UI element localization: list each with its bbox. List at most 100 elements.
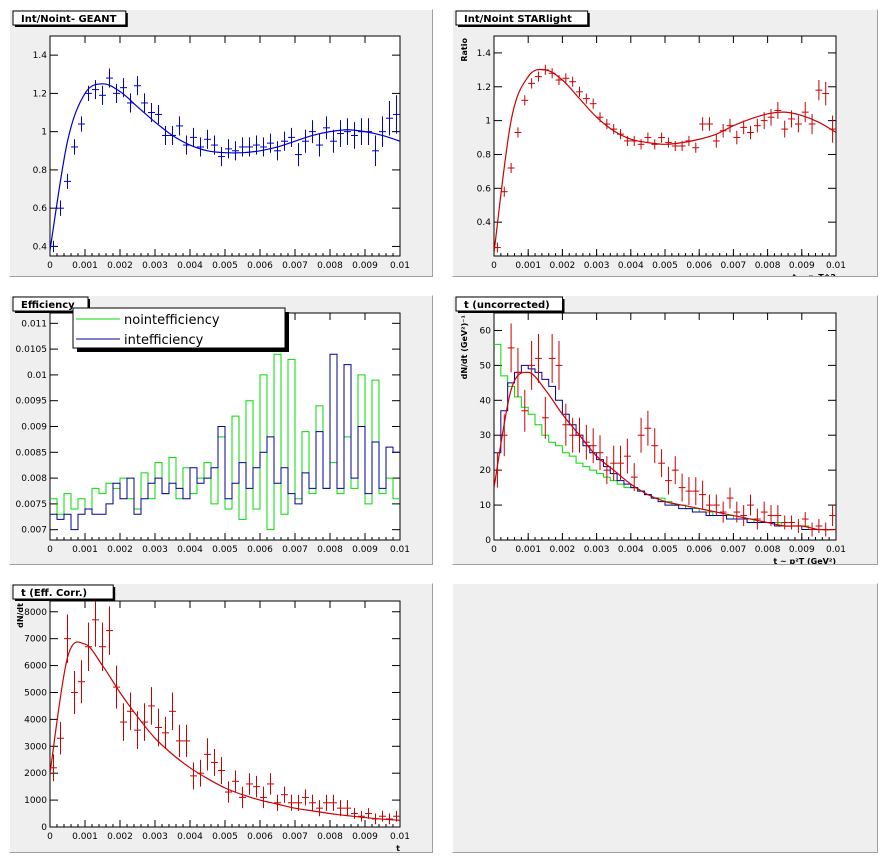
x-tick-label: 0.009 bbox=[352, 545, 378, 555]
fit-curve bbox=[50, 641, 400, 821]
x-tick-label: 0.002 bbox=[107, 832, 133, 842]
plot-frame bbox=[49, 600, 401, 828]
x-tick-label: 0.006 bbox=[247, 832, 273, 842]
y-tick-label: 20 bbox=[480, 466, 492, 476]
fit-curve bbox=[494, 371, 836, 531]
x-tick-label: 0.008 bbox=[755, 261, 781, 271]
x-tick-label: 0.001 bbox=[72, 261, 98, 271]
x-tick-label: 0.004 bbox=[177, 832, 203, 842]
y-tick-label: 0.01 bbox=[27, 371, 47, 381]
y-tick-label: 1.4 bbox=[477, 49, 492, 59]
pad-t-uncorrected: 0 0.001 0.002 0.003 0.004 0.005 0.006 0.007 0.00… bbox=[452, 295, 878, 565]
y-tick-label: 0.009 bbox=[21, 423, 47, 433]
x-tick-label: 0.002 bbox=[550, 261, 576, 271]
y-tick-label: 1.2 bbox=[477, 83, 491, 93]
plot-area bbox=[50, 353, 400, 531]
x-tick-label: 0.009 bbox=[352, 832, 378, 842]
y-tick-label: 0.007 bbox=[21, 526, 47, 536]
y-tick-label: 0.0095 bbox=[16, 397, 48, 407]
pad-empty bbox=[452, 583, 878, 853]
x-tick-label: 0.004 bbox=[177, 545, 203, 555]
histogram-intefficiency bbox=[50, 353, 400, 531]
y-tick-label: 0.8 bbox=[477, 150, 492, 160]
pad-title: Int/Noint- GEANT bbox=[21, 14, 117, 25]
x-axis-label: t ~ p_T^2 bbox=[792, 273, 836, 276]
x-tick-label: 0.006 bbox=[686, 545, 712, 555]
chart-int-noint-starlight: 0 0.001 0.002 0.003 0.004 0.005 0.006 0.007 0.00… bbox=[455, 10, 846, 276]
y-tick-label: 7000 bbox=[24, 635, 47, 645]
x-tick-label: 0 bbox=[491, 545, 497, 555]
x-tick-label: 0 bbox=[47, 832, 53, 842]
x-tick-label: 0.002 bbox=[550, 545, 576, 555]
y-tick-label: 0.011 bbox=[21, 319, 47, 329]
x-tick-label: 0.002 bbox=[107, 261, 133, 271]
chart-efficiency: 0 0.001 0.002 0.003 0.004 0.005 0.006 0.007 0.00… bbox=[12, 296, 410, 555]
x-tick-label: 0 bbox=[47, 545, 53, 555]
x-tick-label: 0.002 bbox=[107, 545, 133, 555]
pad-efficiency: 0 0.001 0.002 0.003 0.004 0.005 0.006 0.007 0.00… bbox=[9, 295, 433, 565]
histogram-blue bbox=[494, 364, 836, 531]
y-tick-label: 40 bbox=[480, 396, 492, 406]
x-tick-label: 0.006 bbox=[247, 261, 273, 271]
y-tick-label: 4000 bbox=[24, 715, 47, 725]
fit-curve bbox=[50, 83, 400, 251]
title-box bbox=[12, 296, 89, 312]
chart-t-eff-corr: 0 0.001 0.002 0.003 0.004 0.005 0.006 0.007 0.00… bbox=[12, 584, 410, 852]
y-axis-label: dN/dt bbox=[16, 603, 25, 628]
fit-curve bbox=[494, 68, 836, 253]
title-box bbox=[12, 584, 114, 600]
title-box bbox=[455, 10, 589, 26]
y-tick-label: 1.4 bbox=[33, 51, 48, 61]
pad-int-noint-starlight: 0 0.001 0.002 0.003 0.004 0.005 0.006 0.007 0.00… bbox=[452, 9, 878, 277]
x-tick-label: 0.003 bbox=[142, 545, 168, 555]
legend-entry: nointefficiency bbox=[124, 313, 220, 328]
plot-area bbox=[50, 68, 400, 253]
x-tick-label: 0.008 bbox=[317, 261, 343, 271]
y-tick-label: 1 bbox=[41, 128, 47, 138]
plot-area bbox=[494, 323, 836, 537]
x-axis-label: t ~ p²T (GeV²) bbox=[773, 557, 836, 564]
y-tick-label: 5000 bbox=[24, 688, 47, 698]
x-tick-label: 0.004 bbox=[618, 261, 644, 271]
x-tick-label: 0.001 bbox=[515, 261, 541, 271]
y-tick-label: 1 bbox=[485, 117, 491, 127]
legend-box bbox=[72, 307, 286, 349]
x-tick-label: 0.005 bbox=[212, 261, 238, 271]
y-tick-label: 0.0075 bbox=[16, 500, 48, 510]
pad-title: Efficiency bbox=[21, 300, 75, 311]
x-tick-label: 0.003 bbox=[584, 545, 610, 555]
y-tick-label: 10 bbox=[480, 501, 492, 511]
chart-int-noint-geant: 0 0.001 0.002 0.003 0.004 0.005 0.006 0.007 0.00… bbox=[12, 10, 410, 271]
x-tick-label: 0 bbox=[491, 261, 497, 271]
y-tick-label: 0 bbox=[485, 536, 491, 546]
x-tick-label: 0.01 bbox=[826, 545, 846, 555]
x-tick-label: 0.008 bbox=[755, 545, 781, 555]
x-tick-label: 0.005 bbox=[652, 261, 678, 271]
y-tick-label: 0.6 bbox=[477, 184, 492, 194]
title-box bbox=[12, 10, 127, 26]
y-tick-label: 3000 bbox=[24, 742, 47, 752]
x-tick-label: 0.009 bbox=[352, 261, 378, 271]
x-tick-label: 0.006 bbox=[686, 261, 712, 271]
x-tick-label: 0.005 bbox=[212, 545, 238, 555]
x-tick-label: 0.003 bbox=[142, 832, 168, 842]
title-box bbox=[455, 296, 563, 312]
y-tick-label: 30 bbox=[480, 431, 492, 441]
pad-title: t (uncorrected) bbox=[464, 300, 550, 311]
x-tick-label: 0.004 bbox=[177, 261, 203, 271]
y-tick-label: 1.2 bbox=[33, 89, 47, 99]
y-tick-label: 0.4 bbox=[33, 242, 48, 252]
x-axis-label: t bbox=[396, 844, 400, 852]
x-tick-label: 0.005 bbox=[652, 545, 678, 555]
x-tick-label: 0.003 bbox=[142, 261, 168, 271]
x-tick-label: 0.006 bbox=[247, 545, 273, 555]
x-tick-label: 0.004 bbox=[618, 545, 644, 555]
x-tick-label: 0.007 bbox=[721, 545, 747, 555]
plot-area bbox=[494, 64, 836, 253]
y-tick-label: 0.8 bbox=[33, 166, 48, 176]
y-tick-label: 50 bbox=[480, 361, 492, 371]
x-tick-label: 0.01 bbox=[826, 261, 846, 271]
pad-int-noint-geant: 0 0.001 0.002 0.003 0.004 0.005 0.006 0.007 0.00… bbox=[9, 9, 433, 277]
x-tick-label: 0.007 bbox=[282, 832, 308, 842]
y-tick-label: 8000 bbox=[24, 608, 47, 618]
